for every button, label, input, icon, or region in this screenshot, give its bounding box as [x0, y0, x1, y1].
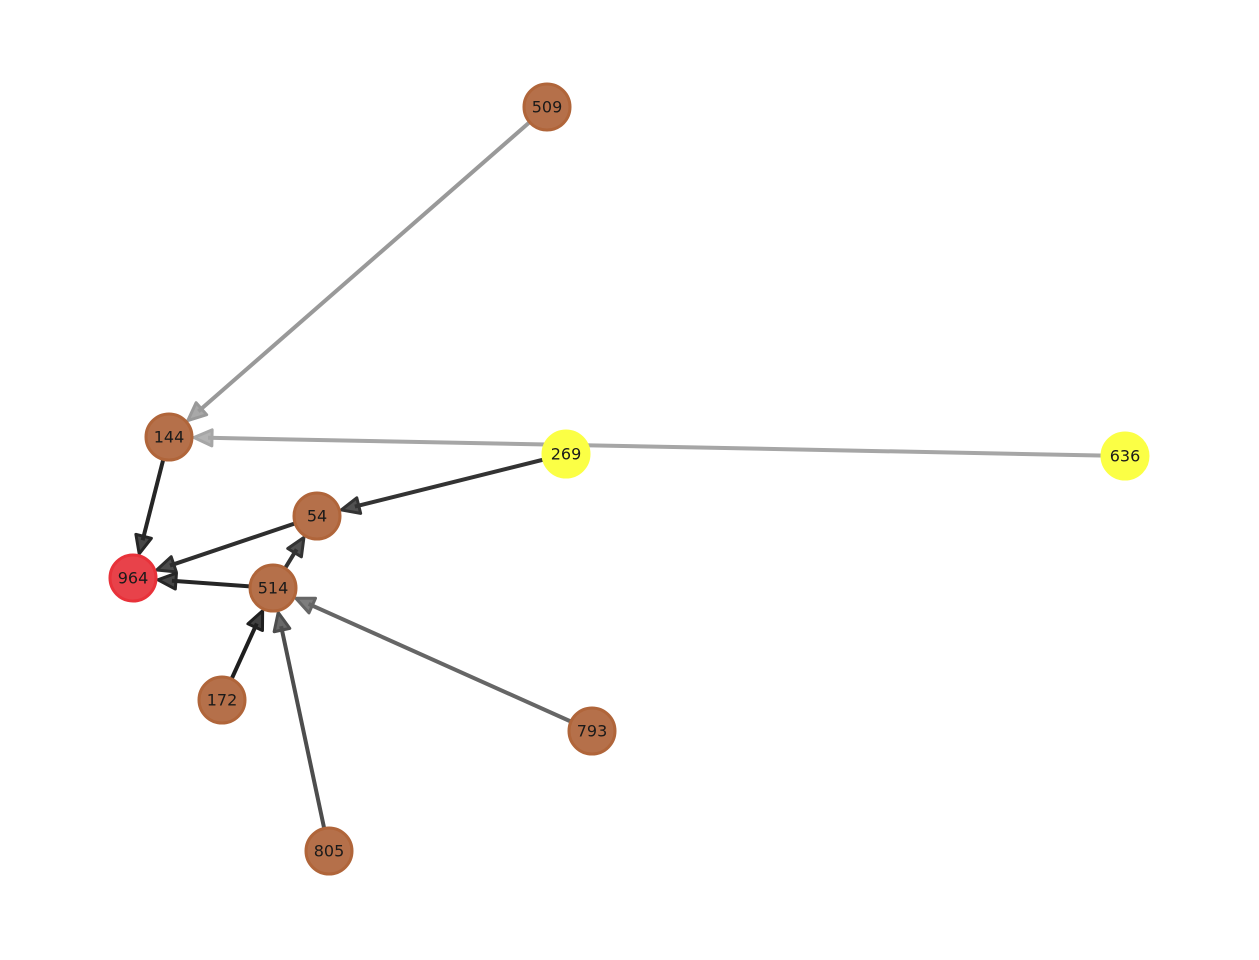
node-circle [541, 429, 591, 479]
edge-arrowhead [294, 596, 318, 615]
edge-arrowhead [134, 532, 153, 556]
edge-line [207, 435, 1126, 458]
node-circle [522, 82, 572, 132]
node-636[interactable]: 636 [1100, 431, 1150, 481]
node-509[interactable]: 509 [522, 82, 572, 132]
node-circle [248, 563, 298, 613]
node-circle [292, 491, 342, 541]
edge-line [197, 105, 549, 413]
node-label: 636 [1110, 447, 1141, 466]
node-label: 509 [532, 98, 563, 117]
edge-line [307, 602, 593, 733]
node-label: 514 [258, 579, 289, 598]
node-label: 54 [307, 507, 327, 526]
node-circle [1100, 431, 1150, 481]
edge-arrowhead [155, 555, 178, 574]
node-144[interactable]: 144 [144, 412, 194, 462]
edge-arrowhead [246, 609, 265, 632]
edge-805-to-514 [272, 610, 331, 852]
node-circle [567, 706, 617, 756]
edge-arrowhead [156, 571, 178, 591]
node-circle [144, 412, 194, 462]
node-793[interactable]: 793 [567, 706, 617, 756]
node-label: 964 [118, 569, 149, 588]
edge-54-to-964 [155, 514, 318, 574]
edge-arrowhead [339, 496, 363, 515]
edge-line [354, 452, 567, 509]
edge-arrowhead [286, 535, 306, 559]
edge-509-to-144 [186, 105, 549, 423]
node-label: 144 [154, 428, 185, 447]
edge-line [169, 514, 318, 568]
node-label: 269 [551, 445, 582, 464]
edge-arrowhead [192, 428, 214, 448]
node-805[interactable]: 805 [304, 826, 354, 876]
node-964[interactable]: 964 [108, 553, 158, 603]
node-label: 805 [314, 842, 345, 861]
node-circle [108, 553, 158, 603]
edge-636-to-144 [192, 428, 1126, 458]
edge-line [279, 625, 331, 852]
node-label: 172 [207, 691, 238, 710]
edge-793-to-514 [294, 596, 593, 733]
edge-arrowhead [272, 610, 292, 634]
edges-layer [134, 105, 1126, 852]
edge-269-to-54 [339, 452, 567, 515]
node-label: 793 [577, 722, 608, 741]
node-172[interactable]: 172 [197, 675, 247, 725]
node-269[interactable]: 269 [541, 429, 591, 479]
node-514[interactable]: 514 [248, 563, 298, 613]
nodes-layer: 509 144 269 636 54 964 514 172 793 805 [108, 82, 1150, 876]
node-circle [197, 675, 247, 725]
node-circle [304, 826, 354, 876]
edge-arrowhead [186, 401, 209, 423]
node-54[interactable]: 54 [292, 491, 342, 541]
